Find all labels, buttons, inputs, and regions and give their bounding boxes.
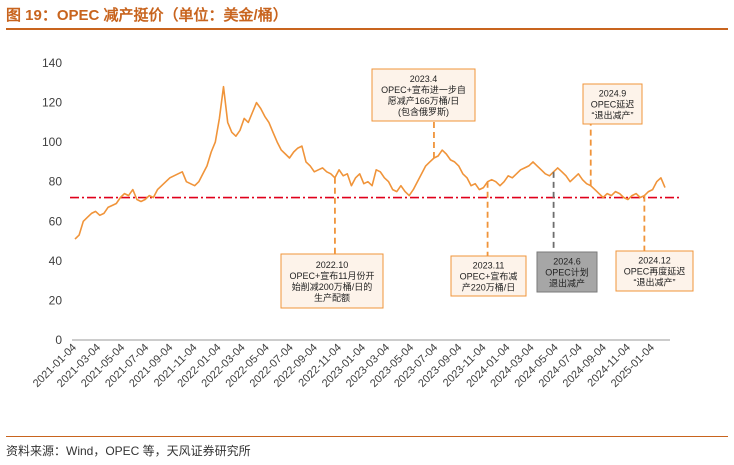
annotation-text: 2024.12: [638, 256, 671, 266]
source-note: 资料来源：Wind，OPEC 等，天风证券研究所: [6, 444, 251, 458]
figure-title: 图 19：OPEC 减产挺价（单位：美金/桶）: [6, 7, 288, 24]
annotation-text: OPEC延迟: [591, 99, 635, 110]
y-tick-label: 0: [55, 333, 62, 347]
annotation-text: OPEC再度延迟: [624, 266, 686, 277]
footer-rule: [6, 436, 728, 437]
annotation-text: 2024.9: [599, 89, 627, 99]
y-tick-label: 100: [42, 135, 62, 149]
y-tick-label: 140: [42, 56, 62, 70]
annotation-text: 2022.10: [316, 260, 349, 270]
annotation-box: [280, 253, 384, 309]
annotation-text: 2023.11: [473, 261, 505, 271]
y-tick-label: 20: [49, 293, 63, 307]
annotation-text: OPEC+宣布进一步自: [381, 84, 466, 95]
annotation-text: 退出减产: [549, 278, 585, 289]
price-series-line: [74, 85, 666, 240]
annotation-text: 愿减产166万桶/日: [388, 95, 460, 106]
annotation-text: 2023.4: [410, 74, 438, 84]
annotation-box: [615, 250, 694, 292]
annotation-text: (包含俄罗斯): [398, 106, 449, 117]
y-tick-label: 120: [42, 96, 62, 110]
y-tick-label: 80: [49, 175, 63, 189]
annotation-text: “退出减产”: [592, 110, 634, 121]
annotation-text: “退出减产”: [634, 277, 676, 288]
annotation-box: [582, 83, 643, 125]
annotation-text: 2024.6: [553, 257, 581, 267]
annotation-text: OPEC+宣布11月份开: [289, 270, 374, 281]
title-rule: [6, 28, 728, 30]
annotation-box: [371, 68, 476, 122]
annotation-text: 产220万桶/日: [462, 282, 516, 293]
annotation-text: OPEC+宣布减: [460, 271, 518, 282]
annotation-box: [450, 255, 527, 297]
annotation-text: 生产配额: [314, 292, 350, 303]
y-tick-label: 40: [49, 254, 63, 268]
annotation-text: 始削减200万桶/日的: [292, 281, 373, 292]
annotation-box: [536, 251, 598, 293]
y-tick-label: 60: [49, 214, 63, 228]
annotation-text: OPEC计划: [545, 267, 589, 278]
